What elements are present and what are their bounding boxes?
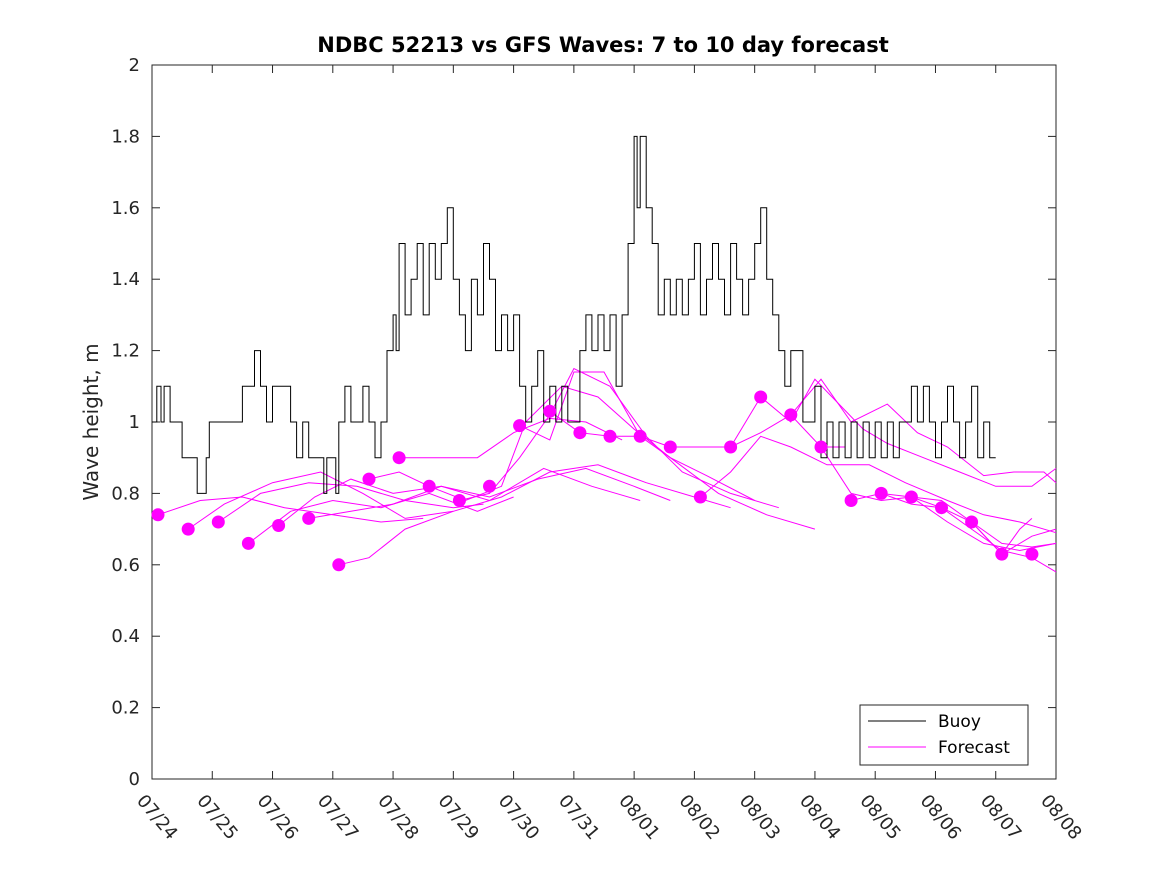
forecast-line [308, 467, 671, 519]
forecast-line [549, 410, 846, 448]
forecast-line [338, 464, 731, 566]
forecast-marker [754, 390, 768, 404]
forecast-line [248, 492, 514, 544]
x-tick-label: 07/24 [132, 791, 181, 844]
x-tick-label: 07/29 [434, 791, 483, 844]
forecast-line [459, 367, 779, 509]
legend-box [859, 704, 1029, 766]
forecast-marker [543, 404, 557, 418]
forecast-marker [693, 490, 707, 504]
forecast-line [790, 378, 1057, 484]
forecast-marker [995, 547, 1009, 561]
forecast-marker [904, 490, 918, 504]
forecast-line [850, 492, 1057, 573]
forecast-marker [844, 494, 858, 507]
forecast-marker [663, 440, 677, 454]
x-tick-label: 08/04 [795, 791, 844, 844]
forecast-marker [633, 429, 647, 443]
x-tick-label: 08/07 [976, 791, 1025, 844]
y-axis-label: Wave height, m [79, 343, 103, 500]
y-tick-label: 1 [129, 412, 140, 433]
forecast-marker [513, 419, 527, 433]
forecast-marker [874, 486, 888, 500]
y-tick-label: 0 [129, 769, 140, 790]
forecast-marker [1025, 547, 1039, 561]
y-tick-label: 1.8 [111, 126, 140, 147]
forecast-marker [603, 429, 617, 443]
legend: Buoy Forecast [859, 704, 1029, 766]
forecast-marker [392, 451, 406, 465]
x-tick-label: 07/27 [313, 791, 362, 844]
x-tick-label: 08/05 [855, 791, 904, 844]
y-tick-label: 0.2 [111, 698, 140, 719]
forecast-marker [241, 536, 255, 550]
x-tick-label: 07/25 [192, 791, 241, 844]
forecast-marker [935, 501, 948, 515]
forecast-marker [211, 515, 225, 529]
forecast-marker [814, 440, 828, 454]
forecast-line [187, 471, 454, 530]
forecast-marker [965, 515, 979, 529]
forecast-marker [483, 479, 496, 493]
x-tick-label: 07/28 [373, 791, 422, 844]
forecast-marker [151, 508, 165, 522]
forecast-marker [422, 479, 436, 493]
y-tick-label: 1.4 [111, 269, 140, 290]
forecast-line [429, 385, 755, 502]
y-tick-label: 0.4 [111, 626, 140, 647]
forecast-marker [724, 440, 738, 454]
legend-buoy-label: Buoy [938, 712, 981, 732]
x-tick-label: 08/08 [1036, 791, 1085, 844]
chart-title: NDBC 52213 vs GFS Waves: 7 to 10 day for… [317, 33, 888, 57]
forecast-line [911, 496, 1057, 555]
x-tick-label: 07/26 [253, 791, 302, 844]
forecast-line [820, 446, 1057, 552]
forecast-line [218, 482, 484, 523]
y-tick-label: 1.2 [111, 341, 140, 362]
x-tick-label: 08/02 [675, 791, 724, 844]
forecast-marker [362, 472, 376, 486]
forecast-marker [452, 494, 466, 507]
y-tick-label: 1.6 [111, 198, 140, 219]
forecast-line [399, 417, 623, 459]
forecast-marker [332, 558, 346, 572]
x-tick-label: 07/31 [554, 791, 603, 844]
legend-forecast-label: Forecast [938, 738, 1010, 758]
y-tick-label: 0.6 [111, 555, 140, 576]
forecast-marker [573, 426, 587, 440]
y-tick-label: 2 [129, 55, 140, 76]
forecast-line [368, 471, 430, 487]
x-tick-label: 08/03 [735, 791, 784, 844]
forecast-marker [181, 522, 195, 536]
forecast-marker [302, 511, 316, 525]
forecast-line [700, 435, 1057, 534]
x-tick-label: 08/01 [614, 791, 663, 844]
forecast-marker [784, 408, 798, 422]
forecast-marker [272, 519, 286, 532]
buoy-line [152, 135, 996, 494]
forecast-line [971, 518, 1033, 555]
x-tick-label: 07/30 [494, 791, 543, 844]
forecast-line [157, 496, 424, 523]
y-tick-label: 0.8 [111, 483, 140, 504]
x-tick-label: 08/06 [916, 791, 965, 844]
